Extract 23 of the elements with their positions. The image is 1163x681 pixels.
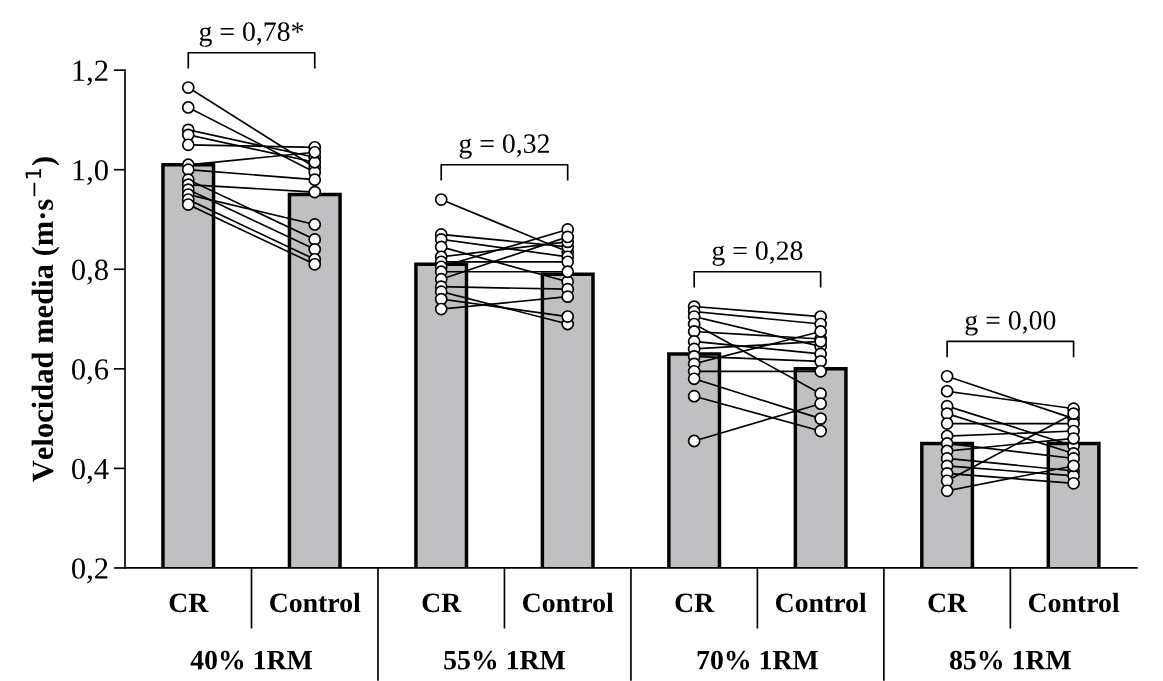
y-tick-label: 0,6 [72, 359, 109, 385]
x-tick-label: CR [169, 593, 209, 613]
text: 55% 1RM [444, 650, 565, 670]
annotation: g = 0,28 [712, 241, 803, 266]
y-tick-label: 0,4 [72, 458, 109, 484]
y-tick-label: 1,0 [73, 159, 108, 185]
y-axis-title: Velocidad media (m·s$^{−1}$) [25, 157, 60, 482]
x-tick-label: Control [1028, 592, 1120, 613]
x-tick-label: Control [775, 592, 867, 613]
text: 85% 1RM [949, 650, 1071, 670]
y-tick-label: 0,2 [72, 558, 108, 584]
text: 40% 1RM [190, 650, 313, 670]
x-tick-label: CR [928, 593, 968, 613]
y-tick-label: 1,2 [73, 60, 108, 86]
x-tick-label: Control [270, 592, 361, 613]
text: 70% 1RM [697, 650, 818, 670]
annotation: g = 0,32 [459, 134, 549, 159]
text: g = 0,78* [199, 22, 304, 47]
y-tick-label: 0,8 [72, 259, 108, 285]
x-tick-label: CR [675, 593, 715, 613]
x-tick-label: Control [523, 592, 614, 613]
x-tick-label: CR [422, 593, 462, 613]
annotation: g = 0,00 [965, 311, 1056, 336]
